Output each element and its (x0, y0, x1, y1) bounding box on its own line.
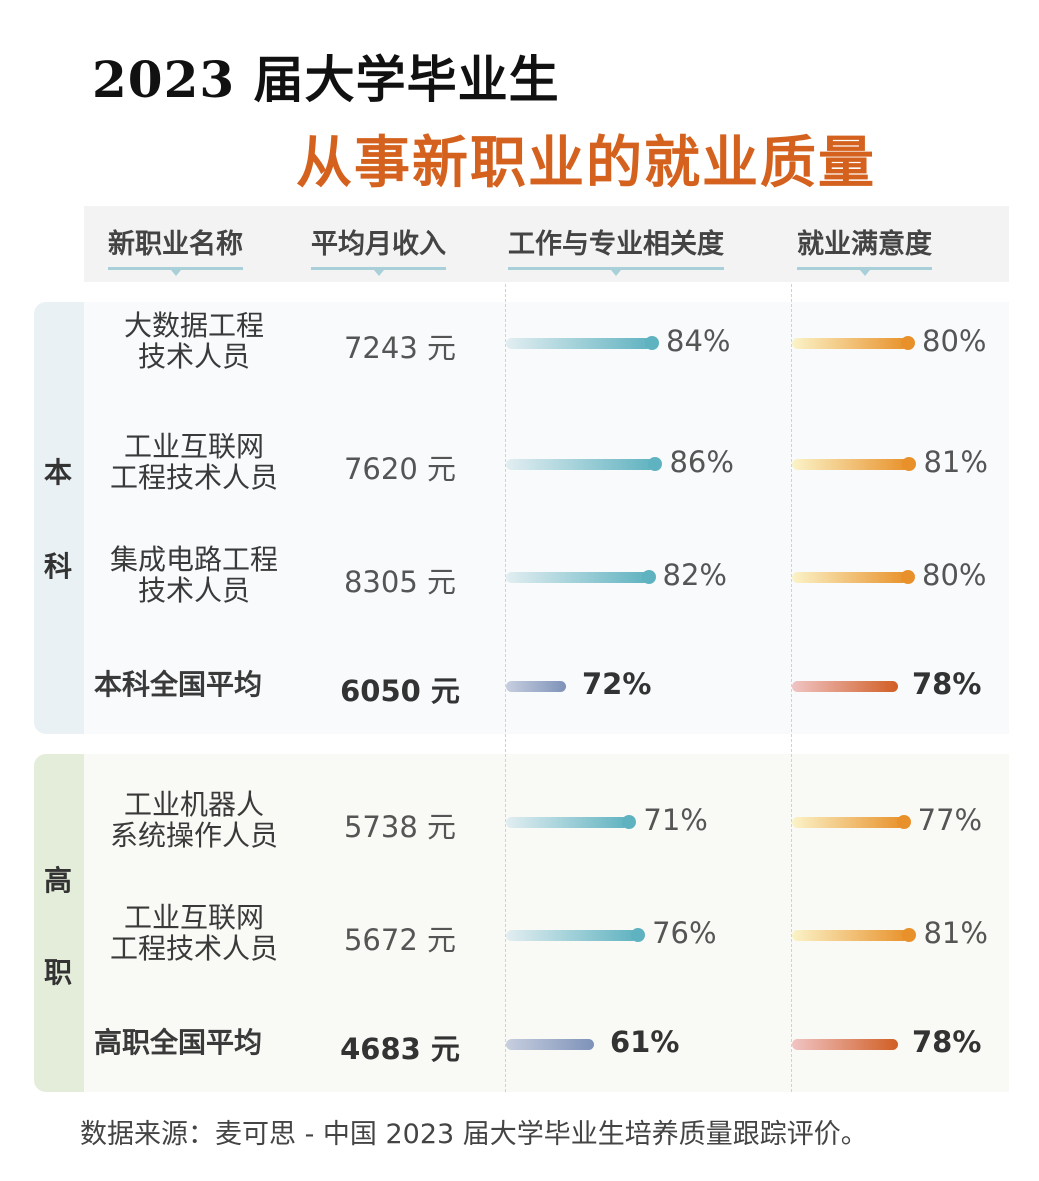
occupation-name-line: 工业机器人 (123, 788, 264, 821)
relevance-bar-dot (631, 928, 646, 942)
satisfaction-label: 80% (922, 558, 987, 592)
satisfaction-bar (792, 817, 904, 828)
relevance-label: 86% (669, 445, 734, 479)
header-occupation: 新职业名称 (108, 222, 243, 276)
title-line-2: 从事新职业的就业质量 (296, 130, 876, 196)
relevance-bar-dot (645, 336, 659, 350)
relevance-bar (506, 1039, 594, 1050)
satisfaction-bar (792, 930, 910, 941)
group-label-vocational-1: 高 (43, 864, 72, 897)
satisfaction-bar-dot (901, 570, 915, 584)
relevance-bar-dot (648, 457, 663, 471)
occupation-name-line: 高职全国平均 (94, 1025, 263, 1059)
relevance-label: 84% (666, 324, 731, 358)
occupation-name-line: 集成电路工程 (109, 543, 278, 576)
occupation-name: 工业互联网 工程技术人员 (84, 431, 304, 493)
occupation-name-line: 大数据工程 (123, 309, 264, 342)
occupation-name: 工业机器人 系统操作人员 (84, 789, 304, 851)
relevance-bar-dot (641, 570, 656, 584)
satisfaction-label: 80% (922, 324, 987, 358)
income-value: 7620 元 (343, 452, 457, 486)
relevance-label: 61% (610, 1025, 680, 1059)
relevance-label: 76% (652, 916, 717, 950)
group-bg-vocational (84, 754, 1009, 1092)
satisfaction-bar (792, 1039, 898, 1050)
satisfaction-bar (792, 681, 898, 692)
satisfaction-label: 81% (923, 916, 988, 950)
satisfaction-bar-dot (902, 928, 917, 942)
relevance-bar (506, 572, 649, 583)
satisfaction-bar-dot (901, 336, 915, 350)
satisfaction-label: 78% (912, 1025, 982, 1059)
header-income: 平均月收入 (311, 222, 446, 276)
income-value: 5672 元 (343, 923, 457, 957)
title-line-1: 2023 届大学毕业生 (92, 50, 560, 109)
occupation-name: 大数据工程 技术人员 (84, 310, 304, 372)
header-relevance: 工作与专业相关度 (508, 222, 724, 276)
relevance-bar (506, 817, 630, 828)
relevance-bar (506, 338, 652, 349)
relevance-bar (506, 459, 656, 470)
satisfaction-bar (792, 572, 908, 583)
income-value: 6050 元 (340, 674, 460, 708)
occupation-name-line: 本科全国平均 (94, 667, 263, 701)
satisfaction-bar (792, 338, 908, 349)
relevance-bar (506, 681, 566, 692)
income-value: 5738 元 (343, 810, 457, 844)
occupation-name-line: 工业互联网 (123, 430, 264, 463)
occupation-name-line: 工程技术人员 (109, 932, 278, 965)
relevance-label: 71% (643, 803, 708, 837)
divider-satisfaction (791, 284, 792, 1092)
income-value: 4683 元 (340, 1032, 460, 1066)
satisfaction-bar (792, 459, 910, 470)
occupation-name-line: 技术人员 (137, 340, 250, 373)
satisfaction-bar-dot (896, 815, 911, 829)
occupation-name-line: 技术人员 (137, 574, 250, 607)
relevance-label: 82% (662, 558, 727, 592)
relevance-bar (506, 930, 639, 941)
source-note: 数据来源：麦可思 - 中国 2023 届大学毕业生培养质量跟踪评价。 (80, 1119, 868, 1150)
occupation-name: 本科全国平均 (84, 669, 304, 700)
satisfaction-label: 78% (912, 667, 982, 701)
divider-relevance (505, 284, 506, 1092)
group-label-bachelor-2: 科 (43, 550, 72, 583)
group-label-vocational-2: 职 (43, 956, 72, 989)
relevance-bar-dot (622, 815, 637, 829)
income-value: 8305 元 (343, 565, 457, 599)
header-satisfaction: 就业满意度 (797, 222, 932, 276)
group-bg-bachelor (84, 302, 1009, 734)
occupation-name: 高职全国平均 (84, 1027, 304, 1058)
occupation-name-line: 工业互联网 (123, 901, 264, 934)
group-label-bachelor-1: 本 (43, 456, 72, 489)
occupation-name: 集成电路工程 技术人员 (84, 544, 304, 606)
relevance-label: 72% (582, 667, 652, 701)
satisfaction-bar-dot (902, 457, 917, 471)
occupation-name-line: 系统操作人员 (109, 819, 278, 852)
occupation-name: 工业互联网 工程技术人员 (84, 902, 304, 964)
income-value: 7243 元 (343, 331, 457, 365)
occupation-name-line: 工程技术人员 (109, 461, 278, 494)
satisfaction-label: 77% (917, 803, 983, 837)
satisfaction-label: 81% (923, 445, 988, 479)
